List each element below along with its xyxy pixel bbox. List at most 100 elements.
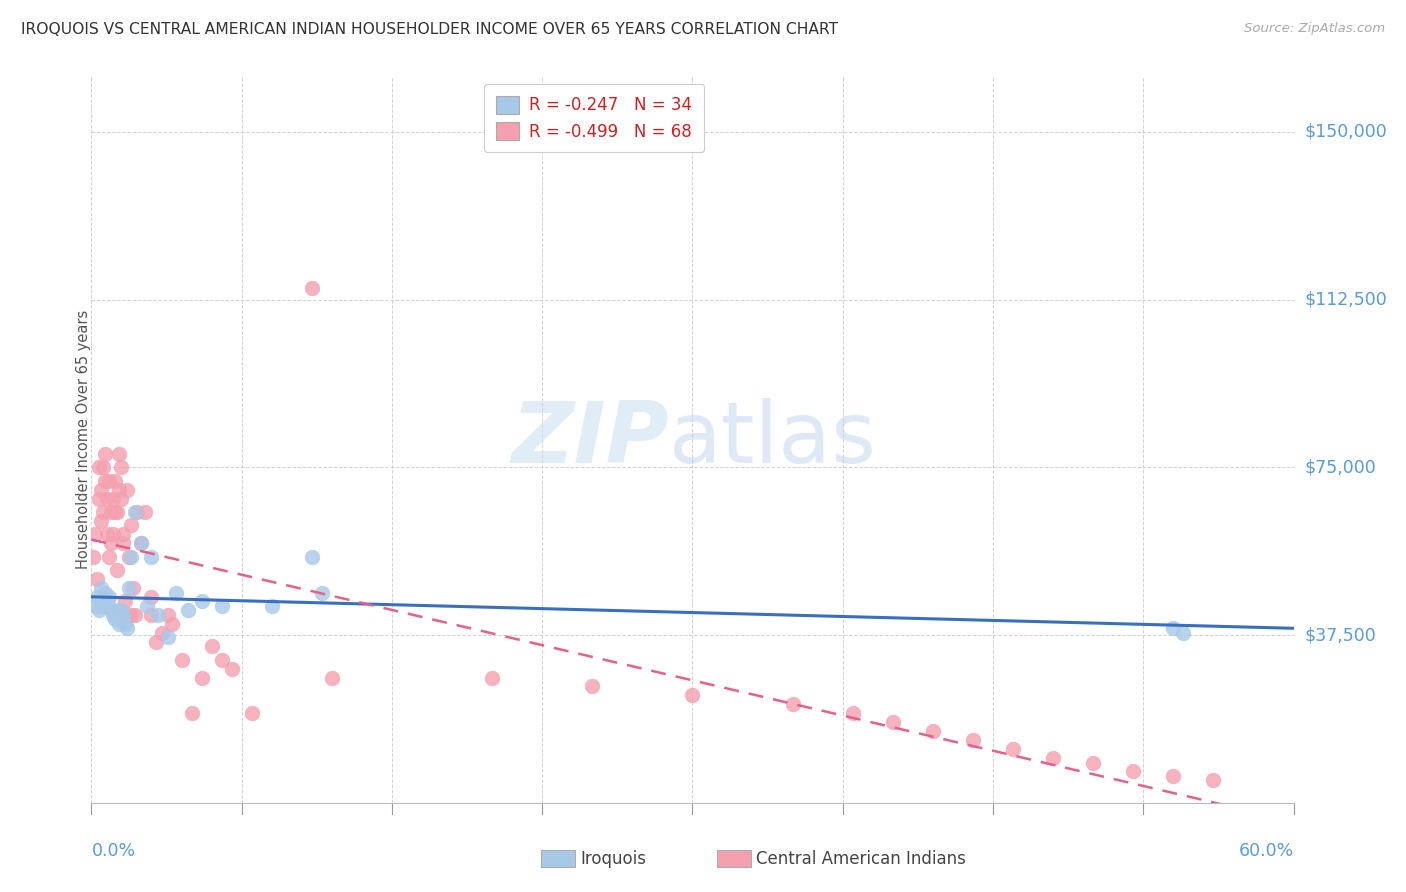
Point [86, 572, 108, 586]
Point [240, 706, 263, 721]
Point [118, 581, 141, 595]
Point [124, 607, 146, 622]
Point [82, 549, 104, 564]
Point [84, 527, 107, 541]
Point [107, 563, 129, 577]
Point [89, 491, 111, 506]
Point [121, 518, 143, 533]
Point [84, 599, 107, 613]
Y-axis label: Householder Income Over 65 years: Householder Income Over 65 years [76, 310, 90, 569]
Point [100, 505, 122, 519]
Point [311, 585, 333, 599]
Point [211, 653, 233, 667]
Point [112, 536, 135, 550]
Point [98, 549, 121, 564]
Point [1001, 742, 1024, 756]
Point [301, 549, 323, 564]
Point [108, 616, 131, 631]
Point [98, 474, 121, 488]
Point [93, 505, 115, 519]
Point [96, 594, 118, 608]
Point [681, 689, 703, 703]
Point [89, 460, 111, 475]
Point [103, 607, 125, 622]
Point [841, 706, 863, 721]
Point [89, 603, 111, 617]
Point [581, 680, 603, 694]
Point [160, 616, 183, 631]
Point [98, 590, 121, 604]
Text: Source: ZipAtlas.com: Source: ZipAtlas.com [1244, 22, 1385, 36]
Point [117, 483, 139, 497]
Point [112, 527, 135, 541]
Point [122, 581, 145, 595]
Point [150, 625, 173, 640]
Point [100, 603, 122, 617]
Point [190, 594, 212, 608]
Point [90, 483, 112, 497]
Point [145, 634, 167, 648]
Point [922, 724, 945, 739]
Point [962, 733, 984, 747]
Point [118, 549, 141, 564]
Point [107, 505, 129, 519]
Point [103, 491, 125, 506]
Point [180, 706, 202, 721]
Point [127, 505, 149, 519]
Legend: R = -0.247   N = 34, R = -0.499   N = 68: R = -0.247 N = 34, R = -0.499 N = 68 [485, 84, 704, 153]
Text: $150,000: $150,000 [1305, 123, 1388, 141]
Point [112, 607, 135, 622]
Point [121, 549, 143, 564]
Text: ZIP: ZIP [510, 398, 668, 481]
Point [1173, 625, 1195, 640]
Point [134, 505, 156, 519]
Point [882, 715, 904, 730]
Point [93, 460, 115, 475]
Point [1163, 621, 1185, 635]
Point [170, 653, 193, 667]
Point [131, 536, 153, 550]
Text: 60.0%: 60.0% [1239, 842, 1294, 860]
Point [104, 474, 127, 488]
Point [108, 483, 131, 497]
Text: IROQUOIS VS CENTRAL AMERICAN INDIAN HOUSEHOLDER INCOME OVER 65 YEARS CORRELATION: IROQUOIS VS CENTRAL AMERICAN INDIAN HOUS… [21, 22, 838, 37]
Point [176, 603, 198, 617]
Point [110, 491, 132, 506]
Point [156, 630, 179, 644]
Point [117, 621, 139, 635]
Point [93, 599, 115, 613]
Point [782, 698, 804, 712]
Text: $75,000: $75,000 [1305, 458, 1376, 476]
Text: Iroquois: Iroquois [581, 850, 647, 868]
Point [121, 607, 143, 622]
Text: $112,500: $112,500 [1305, 291, 1388, 309]
Point [103, 527, 125, 541]
Point [94, 474, 117, 488]
Point [1163, 769, 1185, 783]
Point [124, 505, 146, 519]
Point [100, 536, 122, 550]
Point [156, 607, 179, 622]
Point [1083, 756, 1105, 770]
Point [141, 590, 163, 604]
Text: Central American Indians: Central American Indians [756, 850, 966, 868]
Point [90, 514, 112, 528]
Point [141, 549, 163, 564]
Point [481, 671, 503, 685]
Point [86, 590, 108, 604]
Point [114, 616, 136, 631]
Point [107, 603, 129, 617]
Point [301, 281, 323, 295]
Point [201, 639, 224, 653]
Point [90, 581, 112, 595]
Text: $37,500: $37,500 [1305, 626, 1376, 644]
Point [146, 607, 169, 622]
Point [321, 671, 343, 685]
Point [190, 671, 212, 685]
Point [221, 662, 243, 676]
Point [114, 594, 136, 608]
Text: 0.0%: 0.0% [91, 842, 135, 860]
Point [211, 599, 233, 613]
Point [141, 607, 163, 622]
Point [110, 460, 132, 475]
